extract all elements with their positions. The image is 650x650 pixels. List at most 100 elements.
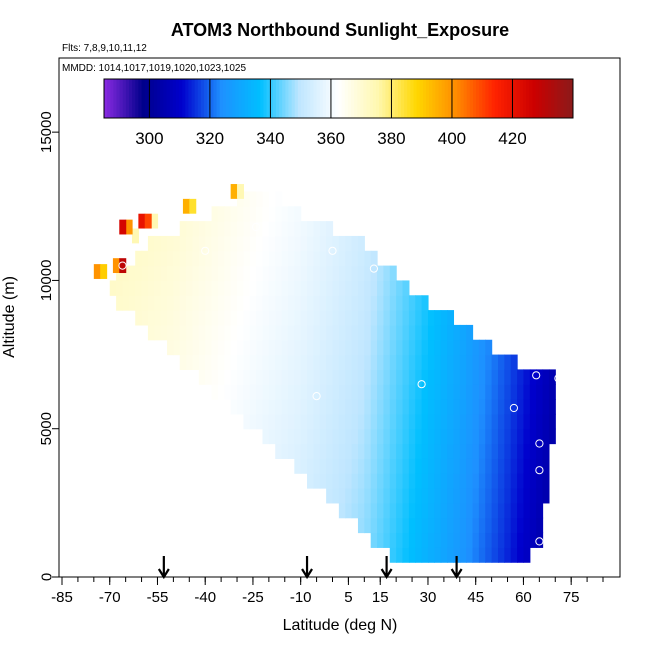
heat-cell <box>135 265 143 282</box>
heat-cell <box>237 191 244 207</box>
heat-cell <box>517 369 525 385</box>
heat-cell <box>523 428 531 445</box>
heat-cell <box>319 339 327 356</box>
heat-cell <box>281 443 289 459</box>
colorbar-swatch <box>485 79 490 118</box>
heat-cell <box>421 354 429 370</box>
heat-cell <box>389 458 397 474</box>
heat-cell <box>402 547 410 563</box>
sample-circle <box>554 374 563 383</box>
heat-cell <box>485 547 493 563</box>
colorbar-swatch <box>454 79 458 118</box>
heat-cell <box>262 354 270 370</box>
heat-cell <box>396 324 404 341</box>
heat-cell <box>447 384 455 400</box>
colorbar-swatch <box>363 79 368 118</box>
heat-cell <box>192 354 200 370</box>
heat-cell <box>192 250 200 267</box>
heat-cell <box>275 265 283 282</box>
heat-cell <box>377 413 385 430</box>
heat-cell <box>447 324 455 341</box>
heat-cell <box>319 428 327 445</box>
heat-cell <box>205 221 213 237</box>
heat-cell <box>326 458 334 474</box>
heat-cell <box>313 369 321 385</box>
sample-circle <box>118 261 127 270</box>
heat-cell <box>281 369 289 385</box>
heat-cell <box>440 458 448 474</box>
heat-cell <box>370 339 378 356</box>
colorbar-swatch <box>513 79 518 118</box>
heat-cell <box>268 384 276 400</box>
heat-cell <box>542 458 550 474</box>
colorbar-swatch <box>529 79 533 118</box>
heat-cell <box>345 324 353 341</box>
heat-cell <box>523 458 531 474</box>
heat-cell <box>249 191 257 207</box>
heat-cell-hot <box>119 219 127 235</box>
heat-cell <box>262 339 270 356</box>
heat-cell <box>345 235 353 252</box>
heat-cell <box>332 458 340 474</box>
heat-cell <box>377 473 385 489</box>
colorbar-swatch <box>372 79 377 118</box>
heat-cell <box>141 265 149 282</box>
heat-cell <box>224 235 232 252</box>
heat-cell <box>370 280 378 296</box>
heat-cell <box>351 235 359 252</box>
heat-cell <box>440 339 448 356</box>
heat-cell <box>447 458 455 474</box>
heat-cell <box>275 339 283 356</box>
heat-cell <box>421 295 429 311</box>
heat-cell <box>313 310 321 326</box>
heat-cell <box>440 369 448 385</box>
heat-cell <box>383 339 391 356</box>
colorbar-swatch <box>482 79 486 118</box>
heat-cell <box>383 384 391 400</box>
heat-cell <box>313 221 321 237</box>
heat-cell <box>147 250 155 267</box>
heat-cell <box>523 532 531 548</box>
heat-cell <box>389 473 397 489</box>
heat-cell <box>408 339 416 356</box>
heat-cell <box>396 532 404 548</box>
heat-cell <box>198 235 206 252</box>
heat-cell <box>415 413 423 430</box>
heat-cell <box>491 517 499 534</box>
heat-cell-hot <box>144 213 152 229</box>
heat-cell <box>485 428 493 445</box>
heat-cell <box>294 399 302 415</box>
heat-cell <box>447 369 455 385</box>
heat-cell <box>389 280 397 296</box>
heat-cell-hot <box>119 258 127 274</box>
colorbar-swatch <box>116 79 121 118</box>
heat-cell <box>300 369 308 385</box>
x-tick-label: 75 <box>563 589 580 606</box>
heat-cell <box>198 221 206 237</box>
heat-cell <box>256 384 264 400</box>
heat-cell <box>300 399 308 415</box>
colorbar-swatch <box>566 79 571 118</box>
heat-cell <box>402 369 410 385</box>
heat-cell <box>332 339 340 356</box>
heat-cell <box>256 369 264 385</box>
heat-cell <box>256 250 264 267</box>
colorbar-swatch <box>541 79 546 118</box>
heat-cell <box>122 295 130 311</box>
heat-cell <box>408 428 416 445</box>
heat-cell <box>383 458 391 474</box>
heat-cell <box>351 473 359 489</box>
heat-cell <box>440 473 448 489</box>
heat-cell <box>262 428 270 445</box>
colorbar-swatch <box>135 79 139 118</box>
heat-cell <box>307 413 314 430</box>
colorbar-swatch <box>113 79 118 118</box>
heat-cell <box>338 443 346 459</box>
heat-cell <box>402 428 410 445</box>
heat-cell <box>179 295 187 311</box>
heat-cell <box>345 265 353 282</box>
heat-cell <box>249 369 257 385</box>
heat-cell <box>383 354 391 370</box>
heat-cell <box>478 428 486 445</box>
heat-cell <box>224 384 232 400</box>
